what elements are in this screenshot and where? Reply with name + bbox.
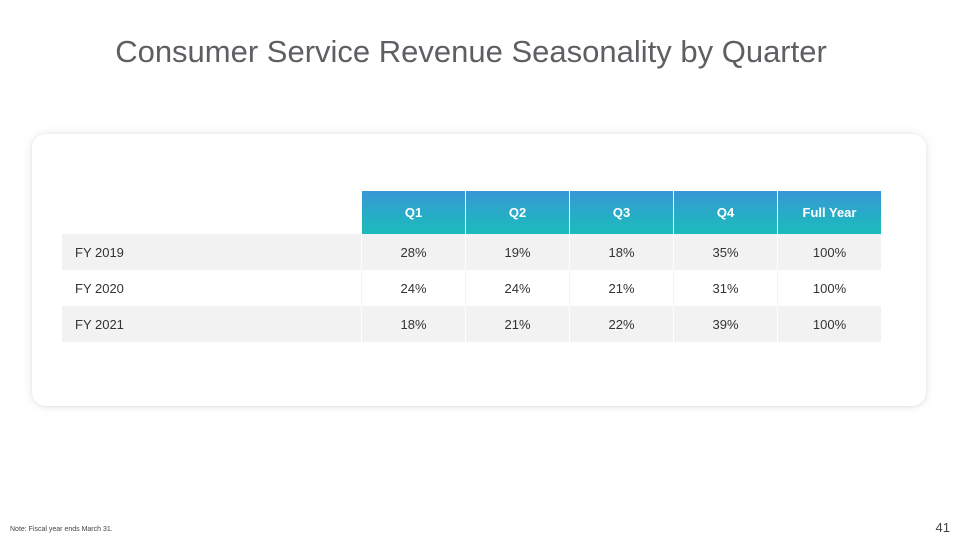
table-cell: 21% [465,306,569,342]
table-cell: 21% [569,270,673,306]
table-cell: 18% [569,234,673,270]
table-corner-cell [62,191,361,234]
table-cell: 24% [465,270,569,306]
seasonality-table: Q1 Q2 Q3 Q4 Full Year FY 2019 28% 19% 18… [62,191,881,342]
footnote: Note: Fiscal year ends March 31. [10,526,113,533]
table-cell: 100% [777,234,881,270]
table-cell: 18% [361,306,465,342]
table-cell: 31% [673,270,777,306]
page-number: 41 [935,520,950,535]
slide-title: Consumer Service Revenue Seasonality by … [115,34,827,69]
table-cell: 24% [361,270,465,306]
column-header-q1: Q1 [361,191,465,234]
row-label: FY 2019 [62,234,361,270]
row-label: FY 2021 [62,306,361,342]
table-cell: 19% [465,234,569,270]
column-header-q3: Q3 [569,191,673,234]
table-header-row: Q1 Q2 Q3 Q4 Full Year [62,191,881,234]
column-header-full-year: Full Year [777,191,881,234]
column-header-q4: Q4 [673,191,777,234]
column-header-q2: Q2 [465,191,569,234]
table-row: FY 2019 28% 19% 18% 35% 100% [62,234,881,270]
table-cell: 22% [569,306,673,342]
table-cell: 100% [777,306,881,342]
table-cell: 35% [673,234,777,270]
table-cell: 39% [673,306,777,342]
row-label: FY 2020 [62,270,361,306]
table-row: FY 2020 24% 24% 21% 31% 100% [62,270,881,306]
table-row: FY 2021 18% 21% 22% 39% 100% [62,306,881,342]
table-cell: 100% [777,270,881,306]
table-cell: 28% [361,234,465,270]
